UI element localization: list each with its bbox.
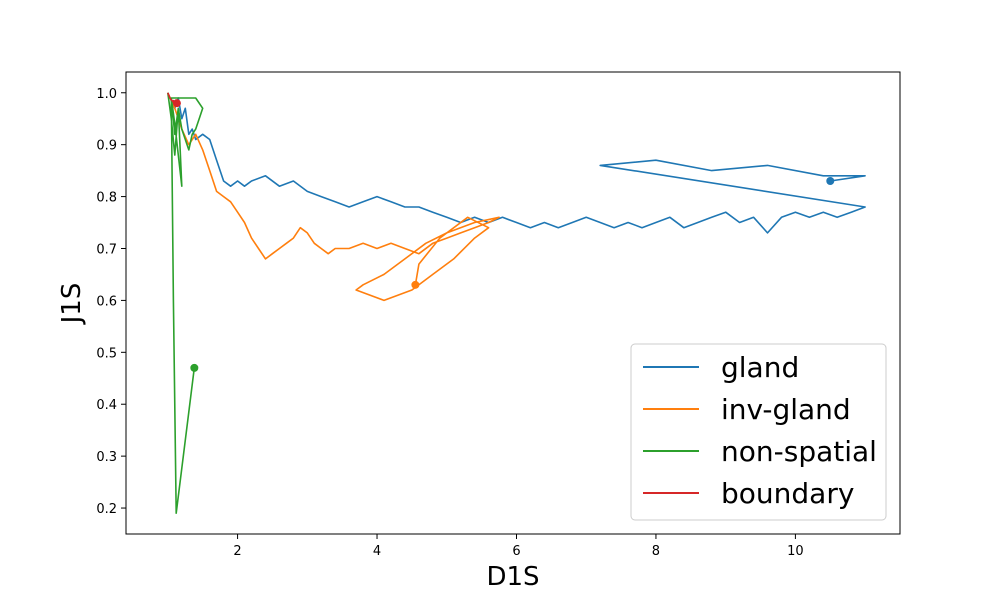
series-layer: [167, 92, 866, 515]
y-axis-label: J1S: [57, 283, 87, 326]
series-line-inv-gland: [167, 92, 500, 302]
y-tick-label: 0.5: [96, 346, 117, 361]
legend-label-non-spatial: non-spatial: [721, 435, 877, 468]
y-tick-label: 0.8: [96, 191, 117, 206]
x-tick-label: 8: [652, 544, 660, 559]
legend-label-boundary: boundary: [721, 477, 854, 510]
series-endpoint-boundary: [172, 99, 181, 108]
y-axis: 0.2 0.3 0.4 0.5 0.6 0.7 0.8 0.9 1.0: [96, 87, 126, 517]
series-endpoint-gland: [826, 177, 835, 186]
legend-label-gland: gland: [721, 351, 799, 384]
x-axis-label: D1S: [486, 562, 539, 592]
endpoint-layer: [172, 99, 835, 372]
y-tick-label: 0.6: [96, 294, 117, 309]
x-tick-label: 10: [787, 544, 804, 559]
series-endpoint-non-spatial: [190, 363, 199, 372]
x-tick-label: 6: [512, 544, 520, 559]
y-tick-label: 0.2: [96, 502, 117, 517]
y-tick-label: 1.0: [96, 87, 117, 102]
y-tick-label: 0.3: [96, 450, 117, 465]
series-endpoint-inv-gland: [411, 280, 420, 289]
legend-box: [630, 343, 887, 521]
series-line-non-spatial: [167, 92, 204, 515]
x-tick-label: 2: [233, 544, 241, 559]
y-tick-label: 0.9: [96, 139, 117, 154]
legend-label-inv-gland: inv-gland: [721, 393, 851, 426]
y-tick-label: 0.4: [96, 398, 117, 413]
legend: gland inv-gland non-spatial boundary: [630, 343, 887, 521]
x-tick-label: 4: [373, 544, 381, 559]
y-tick-label: 0.7: [96, 242, 117, 257]
x-axis: 2 4 6 8 10: [233, 534, 804, 559]
